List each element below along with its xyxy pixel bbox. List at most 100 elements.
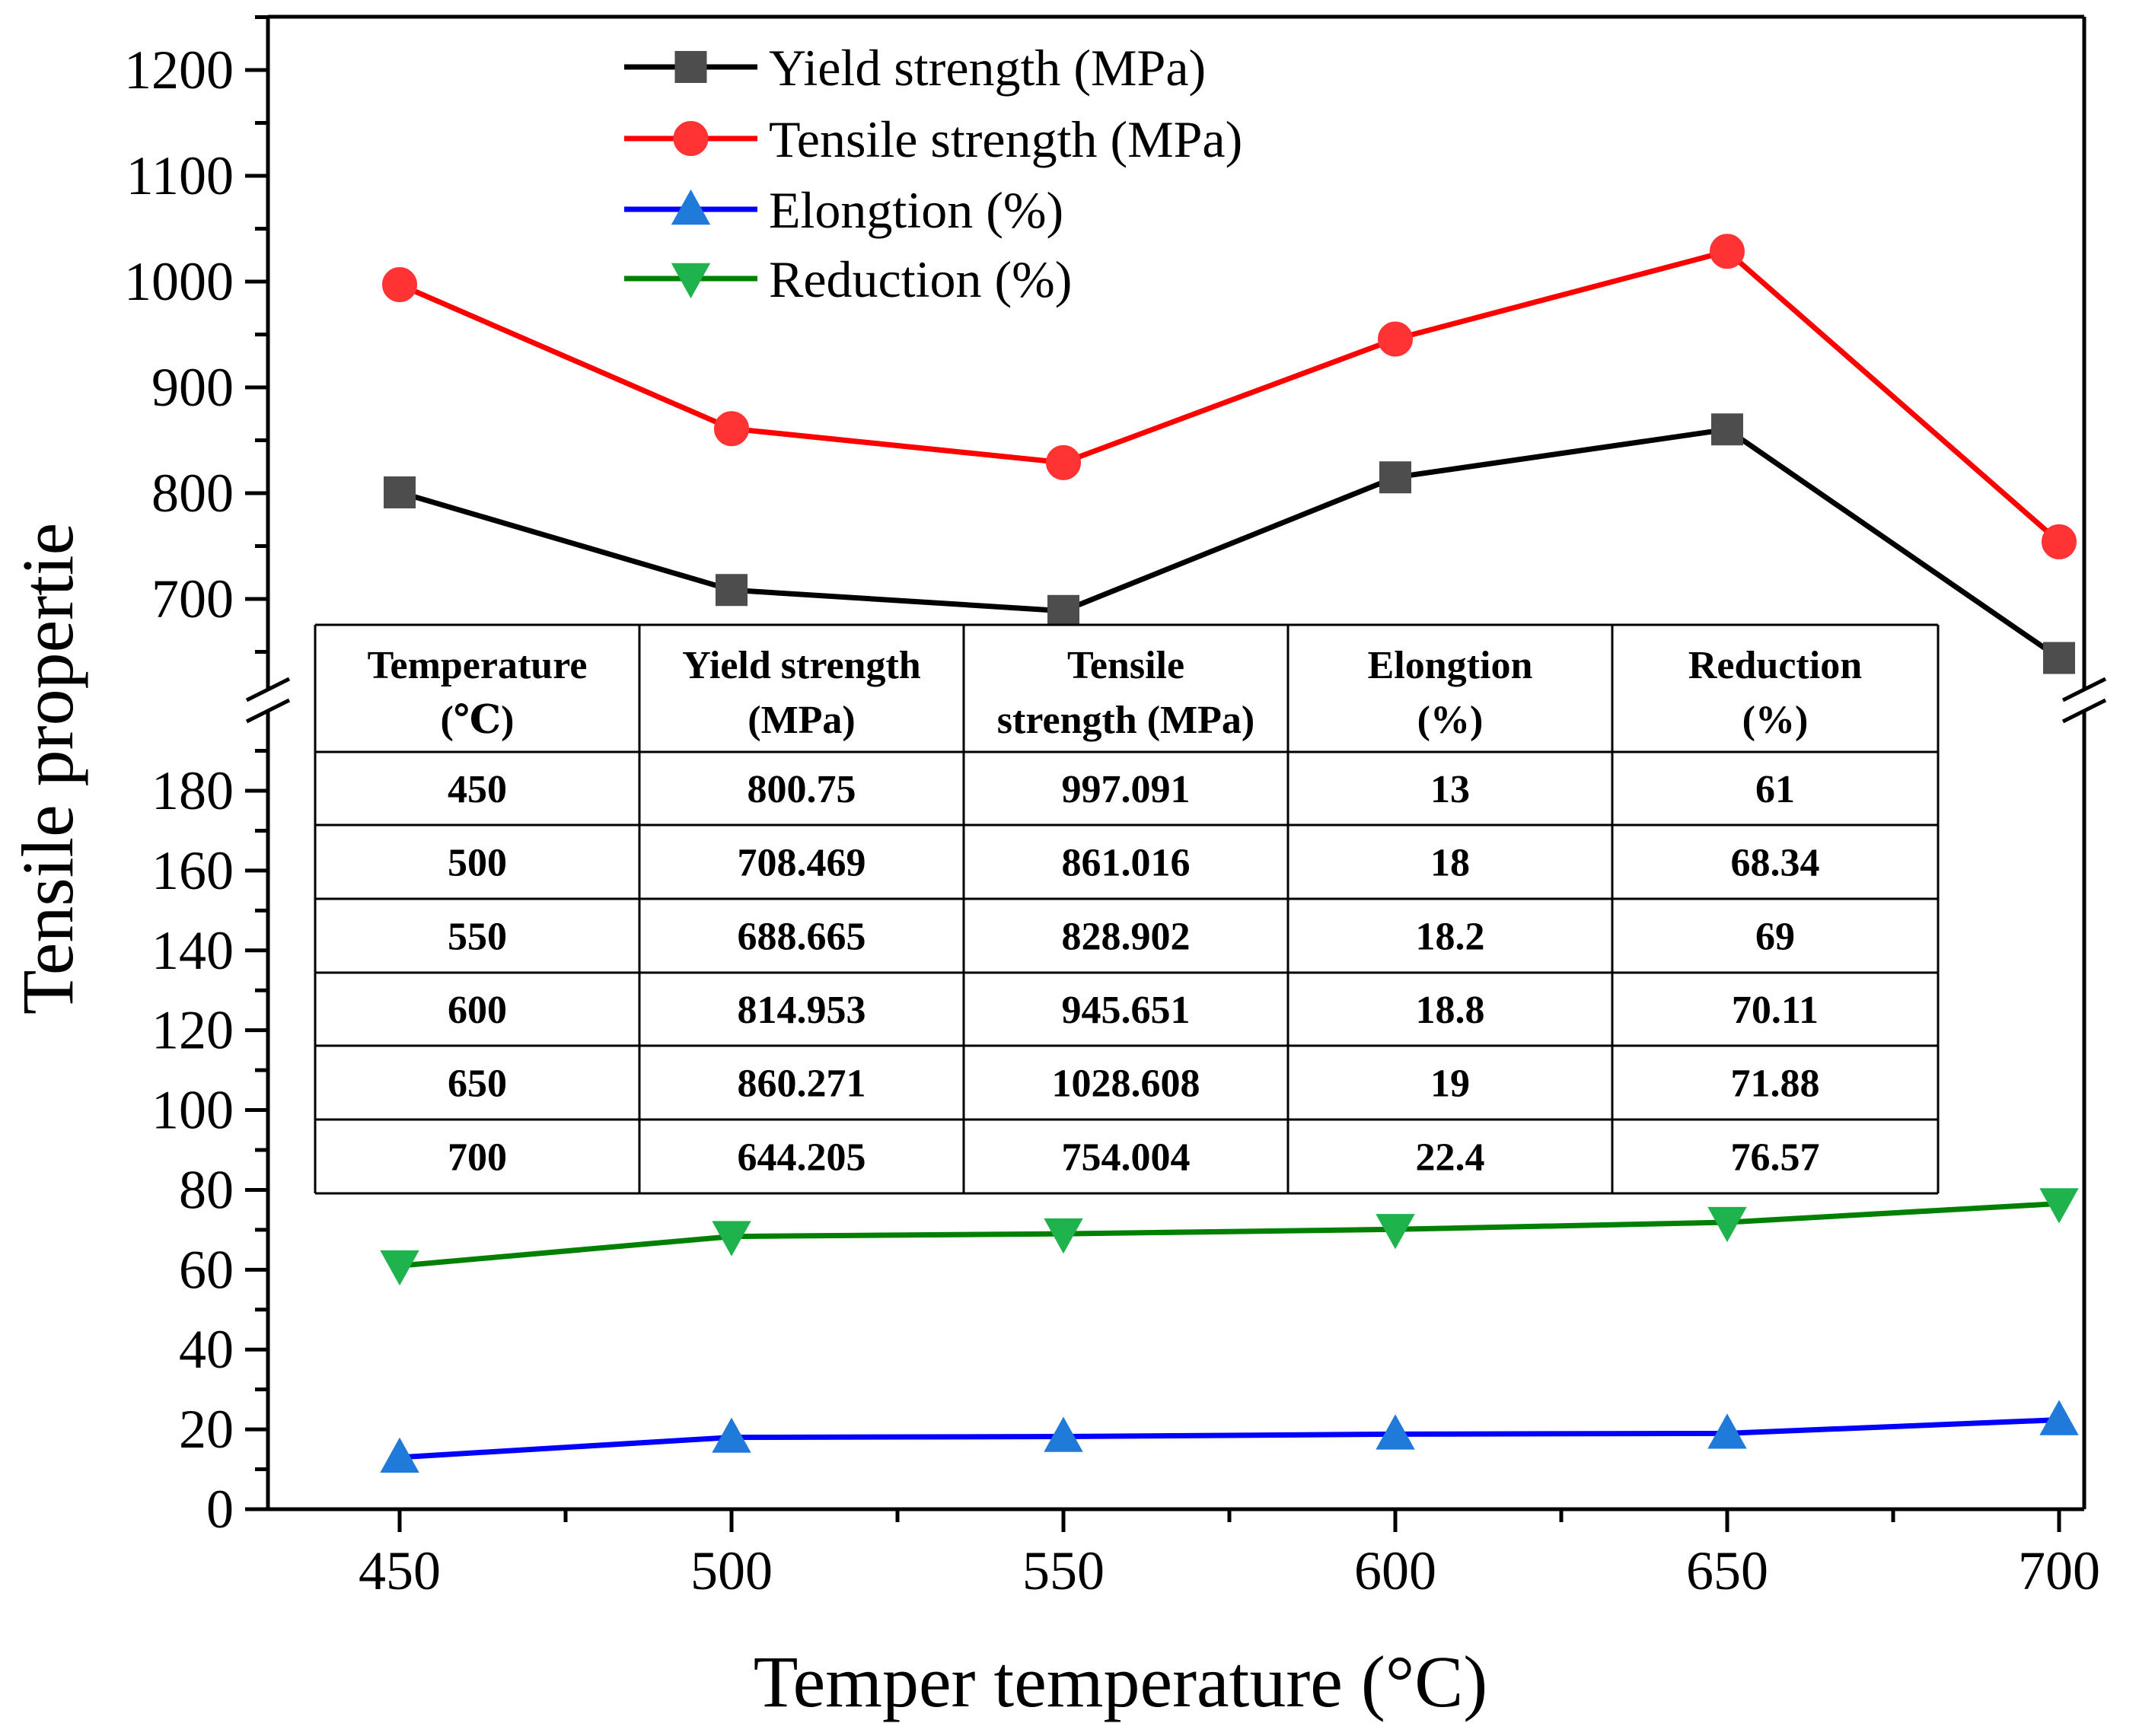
x-axis-title: Temper temperature (°C) [754, 1641, 1488, 1722]
data-table-background [315, 625, 1938, 1193]
table-header-cell: Tensile [1067, 644, 1184, 687]
table-cell: 76.57 [1731, 1136, 1820, 1180]
table-cell: 61 [1755, 768, 1795, 811]
tensile-strength-point [1378, 321, 1413, 357]
table-cell: 650 [448, 1062, 507, 1106]
legend-label: Elongtion (%) [769, 181, 1063, 239]
table-cell: 18.8 [1416, 989, 1485, 1032]
yield-strength-point [1047, 594, 1079, 627]
elongation-point [1044, 1416, 1083, 1452]
table-cell: 644.205 [738, 1136, 866, 1180]
tensile-strength-point [1710, 234, 1745, 269]
elongation-point [1707, 1413, 1747, 1449]
reduction-point [1376, 1214, 1415, 1250]
yield-strength-point [384, 476, 416, 508]
table-header-cell: (%) [1742, 699, 1809, 742]
y-tick-label-lower: 20 [179, 1399, 234, 1460]
reduction-line [399, 1200, 2060, 1269]
y-tick-label-lower: 0 [206, 1479, 234, 1540]
yield-strength-point [716, 574, 748, 607]
yield-strength-line [399, 426, 2061, 661]
y-axis-title: Tensile propertie [7, 523, 88, 1015]
table-cell: 71.88 [1731, 1062, 1820, 1106]
table-cell: 19 [1430, 1062, 1470, 1106]
tensile-strength-point [714, 411, 749, 447]
legend-marker [673, 121, 709, 156]
right-axis-break-mark [2061, 677, 2107, 702]
table-header-cell: Yield strength [682, 644, 921, 687]
table-cell: 814.953 [738, 989, 866, 1032]
table-cell: 754.004 [1062, 1136, 1191, 1180]
table-cell: 500 [448, 842, 507, 885]
table-cell: 22.4 [1416, 1136, 1485, 1180]
table-cell: 828.902 [1062, 916, 1191, 959]
table-cell: 708.469 [738, 842, 866, 885]
y-tick-label-lower: 80 [179, 1159, 234, 1220]
tensile-strength-point [382, 267, 417, 303]
tensile-strength-line [398, 248, 2061, 544]
table-cell: 861.016 [1062, 842, 1191, 885]
table-header-cell: (MPa) [748, 699, 855, 742]
y-tick-label-upper: 700 [151, 569, 234, 629]
y-axis-break-mark [245, 677, 291, 702]
reduction-point [1707, 1206, 1747, 1243]
yield-strength-point [2043, 642, 2075, 674]
y-tick-label-lower: 100 [151, 1080, 234, 1141]
table-cell: 550 [448, 916, 507, 959]
legend-label: Tensile strength (MPa) [769, 110, 1242, 168]
table-cell: 13 [1430, 768, 1470, 811]
legend-label: Yield strength (MPa) [769, 39, 1206, 97]
table-header-cell: strength (MPa) [997, 699, 1254, 742]
elongation-point [712, 1417, 751, 1453]
table-header-cell: Temperature [368, 644, 588, 687]
y-tick-label-lower: 120 [151, 1000, 234, 1061]
x-tick-label: 600 [1354, 1540, 1436, 1601]
right-axis-break-mark [2061, 698, 2107, 724]
y-tick-label-upper: 1100 [126, 145, 234, 206]
y-tick-label-lower: 140 [151, 920, 234, 981]
x-tick-label: 500 [690, 1540, 773, 1601]
y-tick-label-upper: 1000 [124, 251, 234, 312]
y-tick-label-upper: 1200 [124, 40, 234, 100]
table-header-cell: (℃) [441, 699, 515, 742]
elongation-line [399, 1417, 2060, 1460]
y-axis-break-mark [245, 698, 291, 724]
tensile-strength-point [1046, 444, 1081, 480]
x-tick-label: 700 [2018, 1540, 2100, 1601]
reduction-point [1044, 1218, 1083, 1254]
table-header-cell: (%) [1417, 699, 1484, 742]
x-tick-label: 650 [1686, 1540, 1768, 1601]
table-cell: 800.75 [748, 768, 856, 811]
y-tick-label-lower: 60 [179, 1239, 234, 1300]
reduction-point [380, 1250, 419, 1286]
table-cell: 600 [448, 989, 507, 1032]
table-cell: 700 [448, 1136, 507, 1180]
table-cell: 945.651 [1062, 989, 1191, 1032]
table-cell: 860.271 [738, 1062, 866, 1106]
elongation-point [1376, 1414, 1415, 1450]
table-cell: 997.091 [1062, 768, 1191, 811]
table-cell: 1028.608 [1052, 1062, 1200, 1106]
table-cell: 70.11 [1732, 989, 1819, 1032]
legend-marker [674, 51, 707, 83]
elongation-point [2039, 1400, 2079, 1435]
table-header-cell: Reduction [1688, 644, 1862, 687]
table-cell: 68.34 [1731, 842, 1820, 885]
reduction-point [2039, 1188, 2079, 1224]
reduction-point [712, 1221, 751, 1257]
table-cell: 688.665 [738, 916, 866, 959]
legend-label: Reduction (%) [769, 250, 1072, 308]
table-cell: 18 [1430, 842, 1470, 885]
y-tick-label-lower: 160 [151, 840, 234, 901]
y-tick-label-upper: 800 [151, 463, 234, 524]
elongation-point [380, 1437, 419, 1473]
legend-marker [671, 263, 711, 299]
y-tick-label-lower: 180 [151, 760, 234, 821]
legend-marker [671, 189, 711, 225]
x-tick-label: 450 [359, 1540, 441, 1601]
table-cell: 18.2 [1416, 916, 1485, 959]
table-cell: 69 [1755, 916, 1795, 959]
tensile-strength-point [2042, 524, 2077, 559]
x-tick-label: 550 [1022, 1540, 1105, 1601]
